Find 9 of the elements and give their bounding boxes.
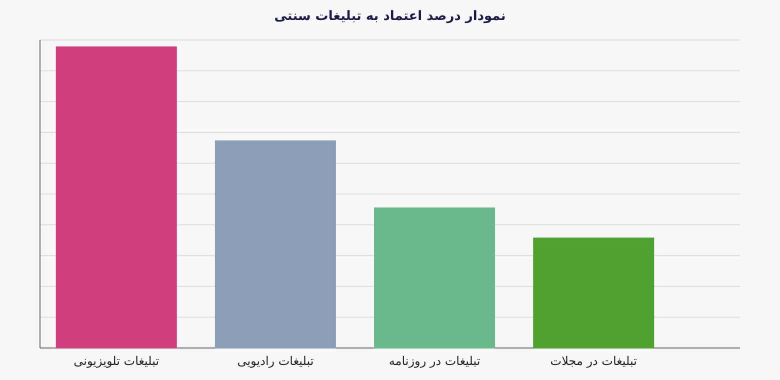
- bar: [56, 46, 177, 348]
- chart-title: نمودار درصد اعتماد به تبلیغات سنتی: [274, 9, 506, 24]
- bar: [374, 208, 496, 348]
- x-tick-label: تبلیغات رادیویی: [237, 354, 314, 368]
- x-tick-label: تبلیغات در روزنامه: [388, 354, 480, 368]
- x-tick-label: تبلیغات تلویزیونی: [74, 354, 160, 368]
- bar: [214, 140, 336, 348]
- bar: [533, 238, 654, 348]
- x-tick-label: تبلیغات در مجلات: [550, 354, 637, 368]
